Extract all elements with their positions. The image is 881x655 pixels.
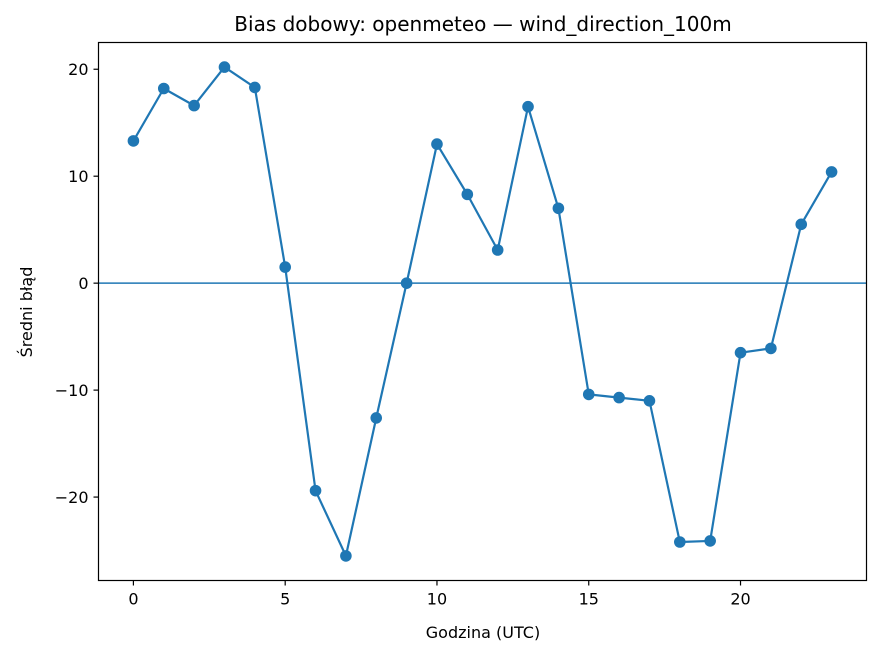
data-point [157, 82, 170, 95]
x-axis: 0 5 10 15 20 [128, 580, 751, 609]
data-point [765, 342, 777, 355]
y-tick-label: −20 [55, 488, 89, 507]
data-point [522, 100, 534, 113]
data-point [795, 218, 808, 231]
data-point [370, 412, 383, 424]
y-tick-label: 20 [68, 60, 88, 79]
data-point [249, 81, 261, 94]
data-point [734, 346, 747, 359]
x-tick-label: 20 [730, 590, 750, 609]
x-axis-label: Godzina (UTC) [426, 623, 540, 642]
y-tick-label: 0 [78, 274, 88, 293]
data-point [340, 550, 352, 562]
data-point [461, 188, 474, 201]
plot-area [98, 61, 867, 562]
y-axis-label: Średni błąd [17, 267, 36, 358]
data-point [431, 138, 443, 150]
data-point [825, 166, 838, 178]
data-point [643, 395, 656, 407]
y-tick-label: 10 [68, 167, 88, 186]
x-tick-label: 10 [427, 590, 447, 609]
data-point [218, 61, 231, 73]
data-point [704, 535, 716, 547]
data-point [400, 277, 413, 289]
x-tick-label: 0 [128, 590, 138, 609]
data-point [309, 484, 322, 497]
axes-frame [97, 41, 868, 582]
data-point [582, 388, 595, 401]
data-point [491, 244, 504, 256]
y-tick-label: −10 [55, 381, 89, 400]
data-point [279, 261, 291, 273]
data-point [674, 536, 686, 548]
x-tick-label: 5 [280, 590, 290, 609]
data-point [188, 99, 200, 112]
data-point [613, 391, 625, 404]
series-line [132, 65, 833, 558]
x-tick-label: 15 [579, 590, 599, 609]
y-axis: −20 −10 0 10 20 [55, 60, 99, 507]
data-point [127, 135, 140, 147]
chart-title: Bias dobowy: openmeteo — wind_direction_… [234, 12, 731, 36]
data-point [552, 202, 565, 215]
